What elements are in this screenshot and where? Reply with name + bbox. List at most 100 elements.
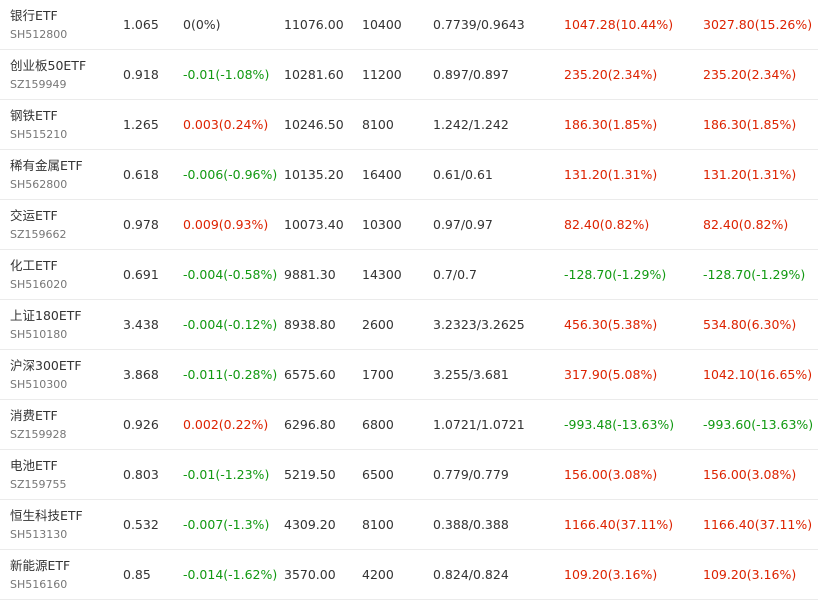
fund-name[interactable]: 创业板50ETF [10,58,87,73]
table-row[interactable]: 创业板50ETF SZ159949 0.918 -0.01(-1.08%) 10… [0,49,818,100]
fund-code: SH516020 [10,278,68,291]
fund-name-cell: 电池ETF SZ159755 [0,449,123,500]
market-value: 8938.80 [284,299,362,350]
cost-price: 0.824/0.824 [433,549,564,600]
fund-name[interactable]: 交运ETF [10,208,58,223]
fund-code: SH516160 [10,578,68,591]
holding-profit: 82.40(0.82%) [564,199,703,250]
market-value: 6575.60 [284,349,362,400]
daily-change: 0.002(0.22%) [183,399,284,450]
fund-name[interactable]: 沪深300ETF [10,358,82,373]
total-profit: 131.20(1.31%) [703,149,818,200]
daily-change: 0.003(0.24%) [183,99,284,150]
daily-change: -0.01(-1.08%) [183,49,284,100]
fund-name-cell: 上证180ETF SH510180 [0,299,123,350]
total-profit: 3027.80(15.26%) [703,0,818,50]
fund-name-cell: 稀有金属ETF SH562800 [0,149,123,200]
fund-name[interactable]: 电池ETF [10,458,58,473]
market-value: 11076.00 [284,0,362,50]
share-count: 8100 [362,99,433,150]
cost-price: 0.61/0.61 [433,149,564,200]
share-count: 10300 [362,199,433,250]
holding-profit: 186.30(1.85%) [564,99,703,150]
fund-name-cell: 新能源ETF SH516160 [0,549,123,600]
fund-name[interactable]: 稀有金属ETF [10,158,83,173]
share-count: 6800 [362,399,433,450]
table-row[interactable]: 银行ETF SH512800 1.065 0(0%) 11076.00 1040… [0,0,818,50]
market-value: 6296.80 [284,399,362,450]
table-row[interactable]: 电池ETF SZ159755 0.803 -0.01(-1.23%) 5219.… [0,449,818,500]
fund-code: SZ159949 [10,78,67,91]
fund-name[interactable]: 银行ETF [10,8,58,23]
share-count: 6500 [362,449,433,500]
total-profit: 534.80(6.30%) [703,299,818,350]
share-count: 11200 [362,49,433,100]
current-price: 0.532 [123,499,183,550]
table-row[interactable]: 沪深300ETF SH510300 3.868 -0.011(-0.28%) 6… [0,349,818,400]
total-profit: -128.70(-1.29%) [703,249,818,300]
holding-profit: -128.70(-1.29%) [564,249,703,300]
fund-name-cell: 交运ETF SZ159662 [0,199,123,250]
fund-code: SH513130 [10,528,68,541]
table-row[interactable]: 稀有金属ETF SH562800 0.618 -0.006(-0.96%) 10… [0,149,818,200]
cost-price: 0.897/0.897 [433,49,564,100]
daily-change: -0.01(-1.23%) [183,449,284,500]
table-row[interactable]: 新能源ETF SH516160 0.85 -0.014(-1.62%) 3570… [0,549,818,600]
share-count: 8100 [362,499,433,550]
holding-profit: 1047.28(10.44%) [564,0,703,50]
total-profit: 186.30(1.85%) [703,99,818,150]
current-price: 0.918 [123,49,183,100]
cost-price: 0.7/0.7 [433,249,564,300]
fund-name[interactable]: 钢铁ETF [10,108,58,123]
daily-change: -0.004(-0.12%) [183,299,284,350]
table-row[interactable]: 恒生科技ETF SH513130 0.532 -0.007(-1.3%) 430… [0,499,818,550]
market-value: 10135.20 [284,149,362,200]
current-price: 1.265 [123,99,183,150]
total-profit: 1166.40(37.11%) [703,499,818,550]
holding-profit: 317.90(5.08%) [564,349,703,400]
fund-name[interactable]: 上证180ETF [10,308,82,323]
current-price: 0.618 [123,149,183,200]
fund-name[interactable]: 消费ETF [10,408,58,423]
fund-code: SH510300 [10,378,68,391]
market-value: 10073.40 [284,199,362,250]
total-profit: 109.20(3.16%) [703,549,818,600]
table-row[interactable]: 钢铁ETF SH515210 1.265 0.003(0.24%) 10246.… [0,99,818,150]
total-profit: 1042.10(16.65%) [703,349,818,400]
total-profit: 156.00(3.08%) [703,449,818,500]
table-row[interactable]: 消费ETF SZ159928 0.926 0.002(0.22%) 6296.8… [0,399,818,450]
share-count: 1700 [362,349,433,400]
fund-name[interactable]: 新能源ETF [10,558,71,573]
cost-price: 0.7739/0.9643 [433,0,564,50]
daily-change: -0.007(-1.3%) [183,499,284,550]
fund-code: SH515210 [10,128,68,141]
share-count: 4200 [362,549,433,600]
current-price: 0.85 [123,549,183,600]
share-count: 10400 [362,0,433,50]
daily-change: 0.009(0.93%) [183,199,284,250]
share-count: 2600 [362,299,433,350]
market-value: 3570.00 [284,549,362,600]
total-profit: 235.20(2.34%) [703,49,818,100]
current-price: 0.978 [123,199,183,250]
total-profit: -993.60(-13.63%) [703,399,818,450]
fund-name[interactable]: 化工ETF [10,258,58,273]
holding-profit: 456.30(5.38%) [564,299,703,350]
table-row[interactable]: 上证180ETF SH510180 3.438 -0.004(-0.12%) 8… [0,299,818,350]
fund-code: SH510180 [10,328,68,341]
daily-change: -0.004(-0.58%) [183,249,284,300]
market-value: 10281.60 [284,49,362,100]
market-value: 4309.20 [284,499,362,550]
fund-name-cell: 创业板50ETF SZ159949 [0,49,123,100]
total-profit: 82.40(0.82%) [703,199,818,250]
cost-price: 0.97/0.97 [433,199,564,250]
current-price: 3.438 [123,299,183,350]
fund-name-cell: 化工ETF SH516020 [0,249,123,300]
market-value: 9881.30 [284,249,362,300]
table-row[interactable]: 交运ETF SZ159662 0.978 0.009(0.93%) 10073.… [0,199,818,250]
table-row[interactable]: 化工ETF SH516020 0.691 -0.004(-0.58%) 9881… [0,249,818,300]
fund-name[interactable]: 恒生科技ETF [10,508,83,523]
share-count: 16400 [362,149,433,200]
